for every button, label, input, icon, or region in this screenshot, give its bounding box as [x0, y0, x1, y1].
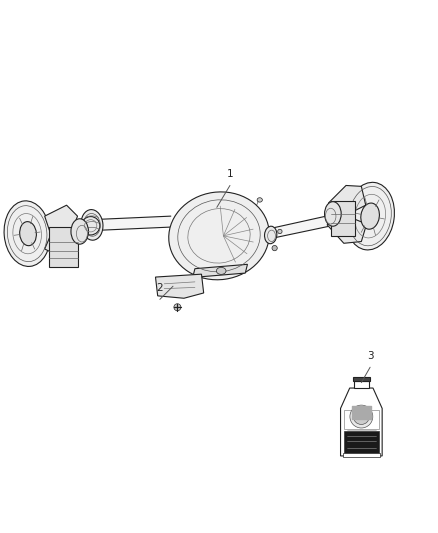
Polygon shape — [193, 264, 247, 278]
Ellipse shape — [81, 209, 103, 240]
Ellipse shape — [71, 219, 88, 244]
Ellipse shape — [325, 201, 341, 226]
Bar — [343, 453, 380, 457]
Ellipse shape — [257, 198, 262, 202]
Bar — [344, 431, 379, 453]
Ellipse shape — [174, 304, 181, 311]
Ellipse shape — [361, 203, 379, 229]
Text: 3: 3 — [367, 351, 374, 361]
Polygon shape — [155, 274, 204, 298]
Ellipse shape — [4, 201, 50, 266]
Ellipse shape — [216, 268, 226, 274]
Ellipse shape — [20, 222, 36, 246]
Bar — [353, 376, 370, 381]
Bar — [344, 410, 379, 429]
Ellipse shape — [278, 229, 282, 233]
Ellipse shape — [353, 409, 369, 424]
Polygon shape — [328, 185, 366, 212]
Polygon shape — [45, 205, 78, 236]
Bar — [354, 381, 369, 388]
Text: 1: 1 — [226, 169, 233, 179]
Text: 2: 2 — [156, 283, 163, 293]
Ellipse shape — [350, 405, 373, 428]
Polygon shape — [72, 216, 171, 231]
Bar — [331, 201, 355, 236]
Ellipse shape — [272, 246, 277, 251]
Polygon shape — [45, 233, 78, 260]
Ellipse shape — [169, 192, 269, 280]
Ellipse shape — [265, 226, 277, 244]
Ellipse shape — [346, 182, 395, 250]
Bar — [49, 227, 78, 266]
Polygon shape — [327, 219, 367, 243]
Polygon shape — [340, 388, 382, 456]
Ellipse shape — [81, 216, 100, 235]
Polygon shape — [263, 212, 346, 240]
